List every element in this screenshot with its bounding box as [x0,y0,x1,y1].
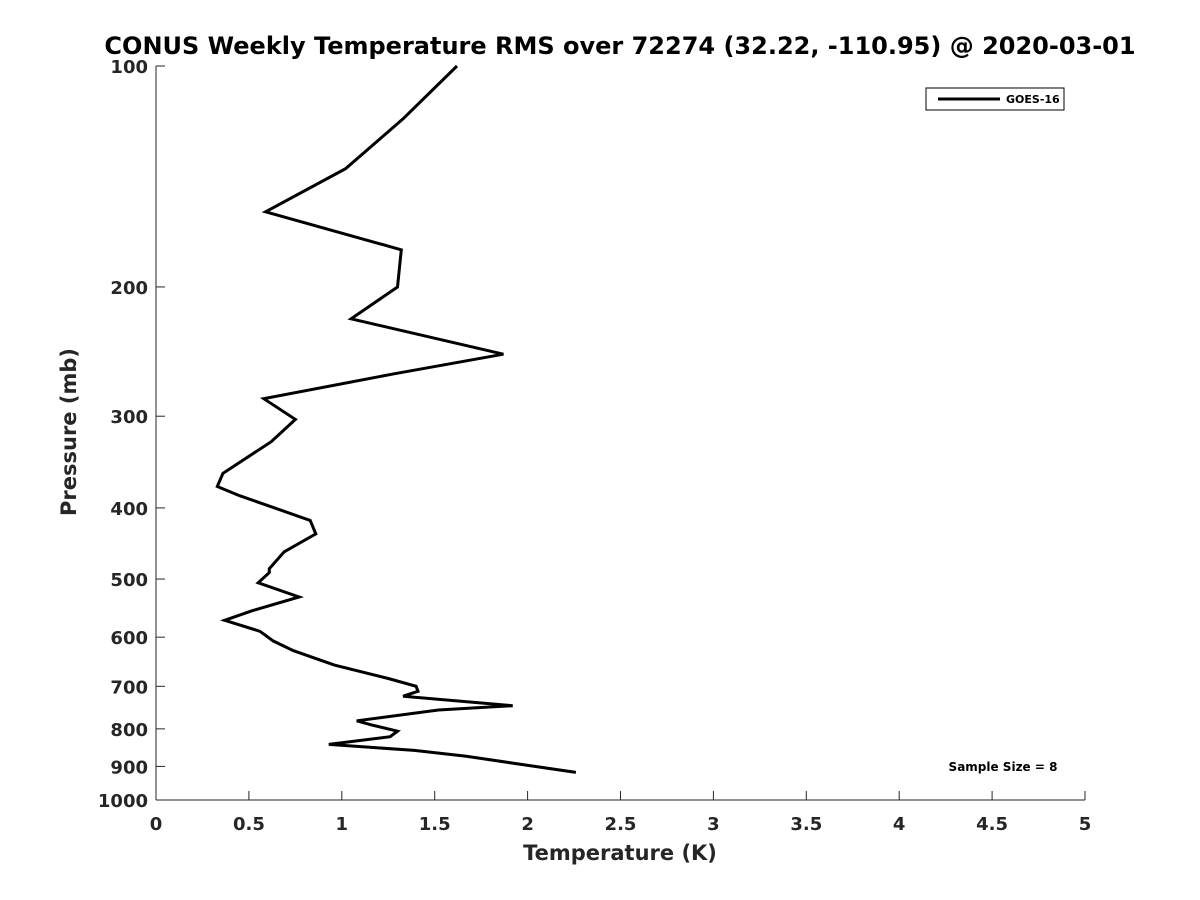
y-tick-label: 600 [110,628,148,649]
chart-title: CONUS Weekly Temperature RMS over 72274 … [104,32,1135,60]
x-tick-label: 0 [150,814,163,835]
x-tick-label: 1.5 [419,814,451,835]
x-tick-label: 2.5 [605,814,637,835]
x-tick-label: 0.5 [233,814,265,835]
legend: GOES-16 [925,87,1065,111]
y-tick-label: 700 [110,677,148,698]
x-tick-label: 5 [1079,814,1092,835]
sample-size-annotation: Sample Size = 8 [949,760,1058,774]
axes: 0 0.5 1 1.5 2 2.5 3 3.5 4 4.5 5 100 200 300 400 500 600 7… [98,57,1091,835]
series-line-goes-16 [215,64,577,774]
y-tick-label: 100 [110,57,148,78]
y-tick-label: 900 [110,757,148,778]
x-tick-label: 4.5 [976,814,1008,835]
y-tick-label: 500 [110,570,148,591]
y-tick-label: 200 [110,278,148,299]
plot-area [215,64,577,774]
legend-label: GOES-16 [1006,93,1060,106]
y-tick-label: 300 [110,407,148,428]
x-tick-label: 3.5 [790,814,822,835]
x-tick-label: 1 [336,814,349,835]
y-tick-label: 1000 [98,791,148,812]
y-axis-label: Pressure (mb) [57,348,81,516]
x-axis-label: Temperature (K) [523,841,717,865]
x-tick-label: 4 [893,814,906,835]
x-tick-label: 2 [521,814,534,835]
x-tick-label: 3 [707,814,720,835]
y-tick-label: 800 [110,720,148,741]
y-tick-label: 400 [110,499,148,520]
